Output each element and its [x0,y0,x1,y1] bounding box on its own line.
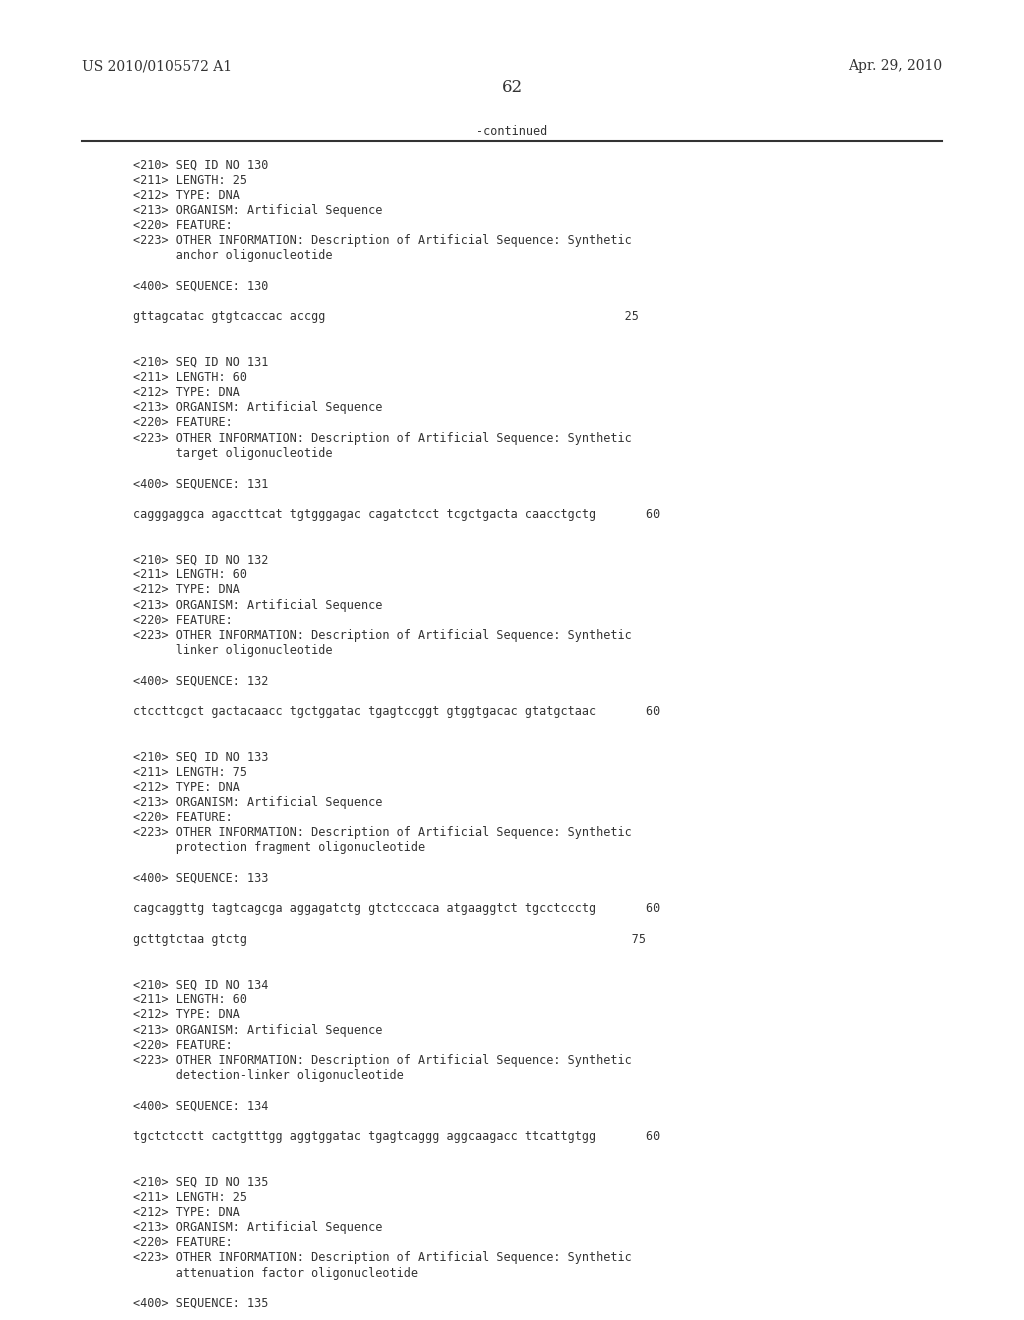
Text: <220> FEATURE:: <220> FEATURE: [133,614,232,627]
Text: <212> TYPE: DNA: <212> TYPE: DNA [133,189,240,202]
Text: detection-linker oligonucleotide: detection-linker oligonucleotide [133,1069,403,1082]
Text: ctccttcgct gactacaacc tgctggatac tgagtccggt gtggtgacac gtatgctaac       60: ctccttcgct gactacaacc tgctggatac tgagtcc… [133,705,660,718]
Text: <223> OTHER INFORMATION: Description of Artificial Sequence: Synthetic: <223> OTHER INFORMATION: Description of … [133,1251,632,1265]
Text: <211> LENGTH: 60: <211> LENGTH: 60 [133,993,247,1006]
Text: linker oligonucleotide: linker oligonucleotide [133,644,333,657]
Text: <211> LENGTH: 60: <211> LENGTH: 60 [133,371,247,384]
Text: <211> LENGTH: 60: <211> LENGTH: 60 [133,568,247,581]
Text: <213> ORGANISM: Artificial Sequence: <213> ORGANISM: Artificial Sequence [133,599,383,611]
Text: <211> LENGTH: 25: <211> LENGTH: 25 [133,1191,247,1204]
Text: <210> SEQ ID NO 132: <210> SEQ ID NO 132 [133,553,268,566]
Text: <210> SEQ ID NO 131: <210> SEQ ID NO 131 [133,355,268,368]
Text: 62: 62 [502,79,522,96]
Text: <210> SEQ ID NO 133: <210> SEQ ID NO 133 [133,750,268,763]
Text: <211> LENGTH: 25: <211> LENGTH: 25 [133,173,247,186]
Text: <212> TYPE: DNA: <212> TYPE: DNA [133,780,240,793]
Text: <220> FEATURE:: <220> FEATURE: [133,1236,232,1249]
Text: <220> FEATURE:: <220> FEATURE: [133,417,232,429]
Text: cagcaggttg tagtcagcga aggagatctg gtctcccaca atgaaggtct tgcctccctg       60: cagcaggttg tagtcagcga aggagatctg gtctccc… [133,903,660,915]
Text: <223> OTHER INFORMATION: Description of Artificial Sequence: Synthetic: <223> OTHER INFORMATION: Description of … [133,826,632,840]
Text: protection fragment oligonucleotide: protection fragment oligonucleotide [133,842,425,854]
Text: <223> OTHER INFORMATION: Description of Artificial Sequence: Synthetic: <223> OTHER INFORMATION: Description of … [133,432,632,445]
Text: <213> ORGANISM: Artificial Sequence: <213> ORGANISM: Artificial Sequence [133,1024,383,1036]
Text: <212> TYPE: DNA: <212> TYPE: DNA [133,1008,240,1022]
Text: cagggaggca agaccttcat tgtgggagac cagatctcct tcgctgacta caacctgctg       60: cagggaggca agaccttcat tgtgggagac cagatct… [133,508,660,520]
Text: Apr. 29, 2010: Apr. 29, 2010 [848,59,942,74]
Text: attenuation factor oligonucleotide: attenuation factor oligonucleotide [133,1267,418,1279]
Text: <223> OTHER INFORMATION: Description of Artificial Sequence: Synthetic: <223> OTHER INFORMATION: Description of … [133,1053,632,1067]
Text: <210> SEQ ID NO 130: <210> SEQ ID NO 130 [133,158,268,172]
Text: target oligonucleotide: target oligonucleotide [133,446,333,459]
Text: -continued: -continued [476,125,548,139]
Text: anchor oligonucleotide: anchor oligonucleotide [133,249,333,263]
Text: <213> ORGANISM: Artificial Sequence: <213> ORGANISM: Artificial Sequence [133,205,383,216]
Text: <220> FEATURE:: <220> FEATURE: [133,1039,232,1052]
Text: <212> TYPE: DNA: <212> TYPE: DNA [133,583,240,597]
Text: tgctctcctt cactgtttgg aggtggatac tgagtcaggg aggcaagacc ttcattgtgg       60: tgctctcctt cactgtttgg aggtggatac tgagtca… [133,1130,660,1143]
Text: <400> SEQUENCE: 132: <400> SEQUENCE: 132 [133,675,268,688]
Text: <211> LENGTH: 75: <211> LENGTH: 75 [133,766,247,779]
Text: <212> TYPE: DNA: <212> TYPE: DNA [133,385,240,399]
Text: <213> ORGANISM: Artificial Sequence: <213> ORGANISM: Artificial Sequence [133,796,383,809]
Text: <210> SEQ ID NO 135: <210> SEQ ID NO 135 [133,1175,268,1188]
Text: gcttgtctaa gtctg                                                      75: gcttgtctaa gtctg 75 [133,932,646,945]
Text: <400> SEQUENCE: 131: <400> SEQUENCE: 131 [133,477,268,490]
Text: <220> FEATURE:: <220> FEATURE: [133,810,232,824]
Text: gttagcatac gtgtcaccac accgg                                          25: gttagcatac gtgtcaccac accgg 25 [133,310,639,323]
Text: <400> SEQUENCE: 134: <400> SEQUENCE: 134 [133,1100,268,1113]
Text: <210> SEQ ID NO 134: <210> SEQ ID NO 134 [133,978,268,991]
Text: <213> ORGANISM: Artificial Sequence: <213> ORGANISM: Artificial Sequence [133,401,383,414]
Text: <400> SEQUENCE: 133: <400> SEQUENCE: 133 [133,871,268,884]
Text: <223> OTHER INFORMATION: Description of Artificial Sequence: Synthetic: <223> OTHER INFORMATION: Description of … [133,628,632,642]
Text: <400> SEQUENCE: 135: <400> SEQUENCE: 135 [133,1296,268,1309]
Text: <223> OTHER INFORMATION: Description of Artificial Sequence: Synthetic: <223> OTHER INFORMATION: Description of … [133,235,632,247]
Text: <212> TYPE: DNA: <212> TYPE: DNA [133,1206,240,1218]
Text: <220> FEATURE:: <220> FEATURE: [133,219,232,232]
Text: <213> ORGANISM: Artificial Sequence: <213> ORGANISM: Artificial Sequence [133,1221,383,1234]
Text: <400> SEQUENCE: 130: <400> SEQUENCE: 130 [133,280,268,293]
Text: US 2010/0105572 A1: US 2010/0105572 A1 [82,59,232,74]
